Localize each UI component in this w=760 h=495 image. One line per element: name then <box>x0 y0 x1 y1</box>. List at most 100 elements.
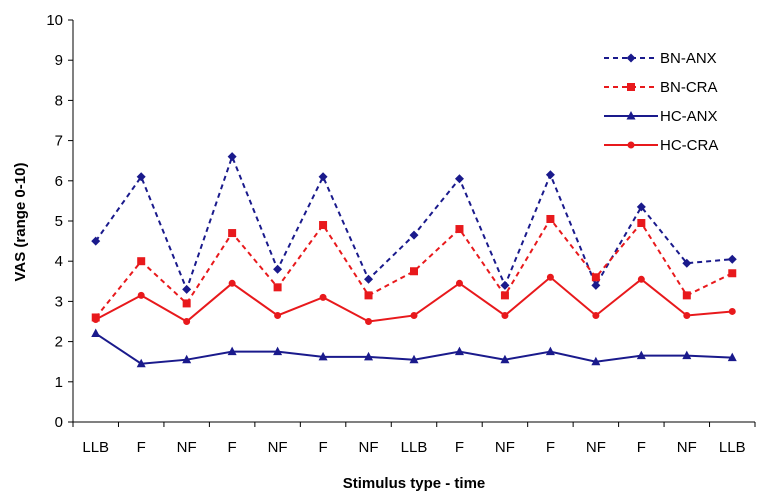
legend-item-bn-anx: BN-ANX <box>604 50 717 67</box>
y-tick-label: 0 <box>55 414 63 431</box>
legend: BN-ANX BN-CRA HC-ANX HC-CRA <box>604 50 718 154</box>
data-point-diamond <box>626 53 636 63</box>
data-point-circle <box>455 279 463 287</box>
x-tick-label: F <box>637 439 646 456</box>
data-point-triangle <box>500 354 510 364</box>
x-tick-label: F <box>546 439 555 456</box>
series-hc-cra <box>92 273 736 325</box>
legend-item-hc-anx: HC-ANX <box>604 108 718 125</box>
data-point-circle <box>183 318 191 325</box>
data-point-diamond <box>409 230 419 240</box>
series-lines <box>91 152 737 368</box>
data-point-triangle <box>227 346 237 356</box>
data-point-triangle <box>182 354 192 364</box>
legend-item-hc-cra: HC-CRA <box>604 137 718 154</box>
x-axis-title: Stimulus type - time <box>343 475 486 492</box>
x-tick-label: F <box>228 439 237 456</box>
data-point-triangle <box>682 350 692 360</box>
data-point-diamond <box>545 170 555 180</box>
data-point-diamond <box>454 174 464 184</box>
legend-label: HC-CRA <box>660 137 718 154</box>
data-point-triangle <box>454 346 464 356</box>
series-hc-anx <box>91 328 737 368</box>
data-point-square <box>364 291 373 300</box>
data-point-triangle <box>136 358 146 368</box>
data-point-diamond <box>182 284 192 294</box>
data-point-square <box>182 299 191 308</box>
data-point-circle <box>365 318 373 325</box>
data-point-square <box>455 225 464 234</box>
y-tick-label: 3 <box>55 293 63 310</box>
data-point-circle <box>683 311 691 319</box>
x-tick-label: LLB <box>401 439 428 456</box>
data-point-diamond <box>682 258 692 268</box>
data-point-diamond <box>636 202 646 212</box>
data-point-square <box>682 291 691 300</box>
data-point-circle <box>627 141 635 149</box>
y-tick-label: 9 <box>55 52 63 69</box>
y-tick-label: 8 <box>55 92 63 109</box>
x-tick-label: NF <box>177 439 197 456</box>
data-point-square <box>637 219 646 228</box>
data-point-diamond <box>273 264 283 274</box>
data-point-square <box>627 83 635 91</box>
data-point-triangle <box>318 351 328 361</box>
data-point-circle <box>592 311 600 319</box>
data-point-square <box>546 214 555 223</box>
data-point-triangle <box>409 354 419 364</box>
data-point-square <box>728 269 737 278</box>
x-tick-label: NF <box>268 439 288 456</box>
data-point-diamond <box>227 152 237 162</box>
data-point-circle <box>728 307 736 315</box>
x-tick-label: NF <box>359 439 379 456</box>
data-point-circle <box>228 279 236 287</box>
data-point-circle <box>319 293 327 301</box>
data-point-triangle <box>727 352 737 362</box>
axes: 0 1 2 3 4 5 6 7 8 9 10 LLB F NF F NF F NF LLB F NF F NF F NF LLB <box>46 12 756 456</box>
data-point-triangle <box>626 111 636 120</box>
data-point-circle <box>137 291 145 299</box>
legend-label: BN-CRA <box>660 79 718 96</box>
y-tick-label: 2 <box>55 334 63 351</box>
data-point-diamond <box>91 236 101 246</box>
y-tick-label: 10 <box>46 12 63 29</box>
y-axis-title: VAS (range 0-10) <box>12 163 29 282</box>
data-point-diamond <box>500 280 510 290</box>
data-point-diamond <box>136 172 146 182</box>
data-point-triangle <box>273 346 283 356</box>
data-point-square <box>500 291 509 300</box>
legend-label: BN-ANX <box>660 50 717 67</box>
data-point-square <box>591 273 600 282</box>
x-tick-label: F <box>455 439 464 456</box>
data-point-square <box>410 267 418 276</box>
data-point-triangle <box>91 328 101 338</box>
data-point-square <box>273 283 282 292</box>
y-tick-label: 1 <box>55 374 63 391</box>
x-tick-label: LLB <box>719 439 746 456</box>
data-point-circle <box>410 311 418 319</box>
data-point-triangle <box>591 356 601 366</box>
data-point-diamond <box>727 254 737 264</box>
y-tick-label: 5 <box>55 213 63 230</box>
y-tick-label: 6 <box>55 173 63 190</box>
x-tick-label: F <box>137 439 146 456</box>
data-point-circle <box>546 273 554 281</box>
x-tick-label: F <box>318 439 327 456</box>
series-bn-anx <box>91 152 737 294</box>
legend-label: HC-ANX <box>660 108 718 125</box>
y-tick-label: 7 <box>55 133 63 150</box>
data-point-diamond <box>591 280 601 290</box>
data-point-diamond <box>318 172 328 182</box>
data-point-diamond <box>364 274 374 284</box>
x-tick-label: NF <box>495 439 515 456</box>
y-tick-label: 4 <box>55 253 63 270</box>
data-point-square <box>319 221 328 230</box>
data-point-triangle <box>364 351 374 361</box>
data-point-circle <box>501 311 509 319</box>
legend-item-bn-cra: BN-CRA <box>604 79 718 96</box>
data-point-square <box>228 229 237 238</box>
data-point-circle <box>92 315 100 323</box>
data-point-circle <box>274 311 282 319</box>
data-point-square <box>137 257 146 266</box>
